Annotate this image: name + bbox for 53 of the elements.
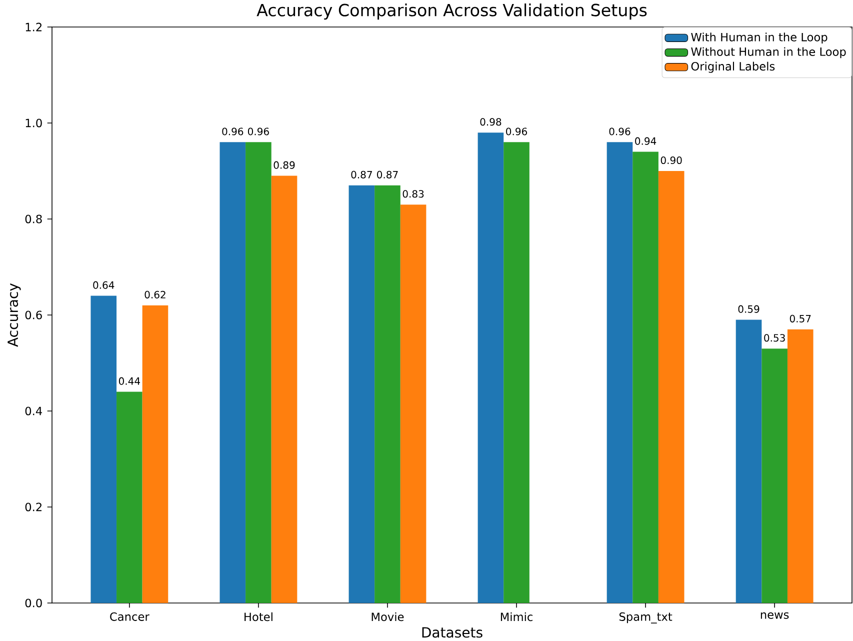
bar [246,142,272,603]
x-tick-label: Mimic [500,612,532,622]
y-tick-label: 1.2 [26,22,42,32]
legend-label: Without Human in the Loop [691,47,846,58]
y-axis-title: Accuracy [8,283,21,347]
bar [504,142,530,603]
x-tick-label: Spam_txt [619,612,672,624]
data-label: 0.89 [274,161,295,169]
data-label: 0.83 [402,190,424,198]
bar [142,305,168,603]
data-label: 0.64 [93,281,114,289]
bar [606,142,633,603]
bar [787,329,814,603]
data-label: 0.62 [144,290,166,298]
data-label: 0.98 [480,118,502,126]
chart-title: Accuracy Comparison Across Validation Setups [256,3,647,20]
y-tick-label: 0.8 [25,214,42,224]
bar [632,152,658,603]
bar [374,185,400,603]
data-label: 0.87 [377,170,398,178]
data-label: 0.96 [248,128,269,136]
bar [400,204,426,603]
bar [658,170,684,603]
y-tick-label: 0.6 [25,310,42,320]
y-tick-label: 0.2 [25,502,42,512]
data-label: 0.44 [118,377,140,385]
x-tick-label: Movie [372,612,404,622]
bar [736,320,762,603]
bar [762,348,788,603]
bar [478,132,504,603]
x-axis-title: Datasets [422,627,482,638]
bar [271,176,298,603]
y-tick-label: 0.0 [25,598,42,608]
bar [220,142,246,603]
legend-label: Original Labels [691,62,775,73]
y-tick-label: 1.0 [26,118,42,128]
bar [90,296,117,603]
data-label: 0.96 [506,128,528,136]
data-label: 0.87 [351,170,372,178]
data-label: 0.96 [222,128,244,136]
data-label: 0.59 [738,305,760,313]
bar [348,185,375,603]
data-label: 0.96 [609,128,630,136]
y-tick-label: 0.4 [25,406,42,416]
data-label: 0.90 [660,156,682,164]
bar [116,392,142,603]
legend-label: With Human in the Loop [691,32,828,44]
data-label: 0.94 [635,137,656,145]
data-label: 0.53 [764,334,785,342]
x-tick-label: Hotel [244,612,272,622]
x-tick-label: Cancer [110,612,150,621]
x-tick-label: news [760,612,789,619]
data-label: 0.57 [790,314,811,322]
